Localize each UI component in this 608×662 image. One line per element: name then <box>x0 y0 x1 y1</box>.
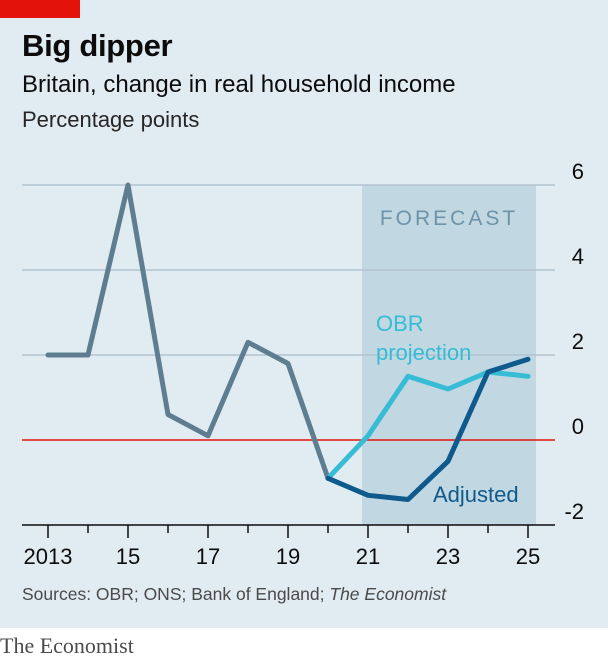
obr-projection-label-line2: projection <box>376 340 471 365</box>
brand-logo: The Economist <box>0 633 134 658</box>
y-tick-label: 4 <box>572 244 584 269</box>
series-line-adjusted <box>325 356 531 502</box>
x-tick-label: 17 <box>196 544 220 569</box>
obr-projection-label-line1: OBR <box>376 311 424 336</box>
y-tick-label: -2 <box>564 499 584 524</box>
x-tick-label: 23 <box>436 544 460 569</box>
source-note: Sources: OBR; ONS; Bank of England; The … <box>22 584 446 605</box>
series-line-obr <box>325 369 531 481</box>
chart-title: Big dipper <box>22 28 173 63</box>
series-lines <box>45 182 531 502</box>
y-axis-tick-labels: 6 4 2 0 -2 <box>564 159 584 524</box>
gridlines <box>22 184 555 356</box>
y-tick-label: 0 <box>572 414 584 439</box>
y-tick-label: 6 <box>572 159 584 184</box>
chart-units: Percentage points <box>22 107 200 132</box>
chart-subtitle: Britain, change in real household income <box>22 71 456 98</box>
line-chart: FORECAST 6 4 2 0 -2 2013 15 17 19 21 23 25 OBR pro… <box>22 159 584 569</box>
y-tick-label: 2 <box>572 329 584 354</box>
x-tick-label: 19 <box>276 544 300 569</box>
x-tick-label: 15 <box>116 544 140 569</box>
forecast-label: FORECAST <box>380 207 518 230</box>
series-line-historical <box>45 182 331 481</box>
adjusted-label: Adjusted <box>433 482 519 507</box>
x-tick-label: 21 <box>356 544 380 569</box>
source-italic: The Economist <box>329 584 447 604</box>
x-axis-ticks: 2013 15 17 19 21 23 25 <box>24 525 540 569</box>
x-tick-label: 2013 <box>24 544 73 569</box>
x-tick-label: 25 <box>516 544 540 569</box>
accent-tag <box>0 0 80 18</box>
source-text: Sources: OBR; ONS; Bank of England; <box>22 584 330 604</box>
